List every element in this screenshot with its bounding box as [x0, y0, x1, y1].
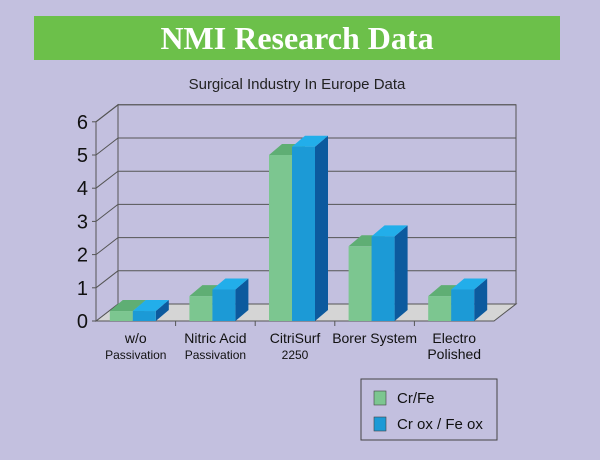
- bar-top: [451, 278, 488, 290]
- y-tick-label: 3: [77, 211, 88, 233]
- legend-swatch: [373, 390, 387, 406]
- bar-crox-feox: [132, 300, 169, 321]
- y-tick-label: 5: [77, 145, 88, 167]
- bar-side: [394, 225, 408, 321]
- y-tick-label: 4: [77, 178, 88, 200]
- gridline: [95, 104, 516, 123]
- bar-front: [132, 311, 156, 321]
- gridline: [95, 170, 516, 189]
- category-label: CitriSurf: [270, 330, 321, 346]
- gridline: [95, 203, 516, 222]
- category-sublabel: Polished: [427, 346, 481, 362]
- title-banner: NMI Research Data: [34, 16, 560, 60]
- gridline: [95, 137, 516, 156]
- bar-top: [371, 225, 408, 237]
- bar-side: [235, 278, 249, 321]
- category-label: w/o: [124, 330, 147, 346]
- y-tick-label: 1: [77, 278, 88, 300]
- legend: Cr/Fe Cr ox / Fe ox: [360, 378, 498, 441]
- y-tick-label: 2: [77, 245, 88, 267]
- bar-crox-feox: [371, 225, 408, 321]
- page-title: NMI Research Data: [160, 20, 434, 56]
- category-label: Nitric Acid: [184, 330, 246, 346]
- bar-crox-feox: [292, 135, 328, 321]
- bar-front: [189, 296, 213, 321]
- bar-side: [155, 300, 169, 321]
- bar-crox-feox: [212, 278, 249, 321]
- y-tick-label: 6: [77, 112, 88, 134]
- bar-front: [292, 146, 315, 321]
- category-sublabel: Passivation: [105, 348, 166, 362]
- bar-crox-feox: [451, 278, 488, 321]
- legend-swatch: [373, 416, 387, 432]
- bar-front: [348, 246, 372, 321]
- bar-front: [269, 155, 292, 321]
- bar-front: [428, 296, 452, 321]
- bar-side: [315, 135, 328, 321]
- bar-front: [451, 289, 475, 321]
- plot-area: 0 1 2 3 4 5 6 w/o Passivation Nitric Acid Passivat…: [77, 103, 518, 362]
- legend-label: Cr/Fe: [397, 390, 435, 407]
- bar-top: [132, 300, 169, 312]
- category-sublabel: Passivation: [185, 348, 246, 362]
- category-label: Electro: [432, 330, 476, 346]
- bar-side: [474, 278, 488, 321]
- legend-label: Cr ox / Fe ox: [397, 416, 483, 433]
- category-sublabel: 2250: [282, 348, 309, 362]
- bar-top: [292, 135, 328, 147]
- bar-front: [212, 289, 236, 321]
- chart-subtitle: Surgical Industry In Europe Data: [189, 76, 406, 93]
- bar-front: [371, 236, 395, 321]
- bar-top: [212, 278, 249, 290]
- bar-top: [109, 300, 146, 312]
- y-tick-label: 0: [77, 311, 88, 333]
- category-label: Borer System: [332, 330, 417, 346]
- bar-front: [109, 311, 133, 321]
